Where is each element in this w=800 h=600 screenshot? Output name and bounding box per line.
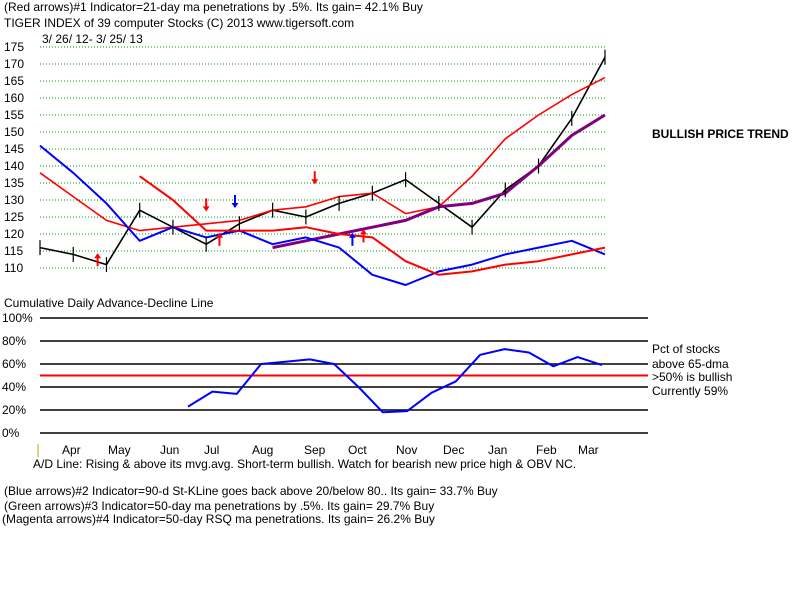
trend-label: BULLISH PRICE TREND	[652, 127, 789, 141]
blue-arrow-down	[231, 195, 239, 208]
price-y-tick: 125	[4, 210, 24, 224]
pct-y-ticks: 0% 20% 40% 60% 80% 100%	[2, 311, 33, 440]
price-y-tick: 140	[4, 159, 24, 173]
pct-note-1: Pct of stocks	[652, 342, 720, 356]
month-label: Sep	[304, 443, 326, 457]
pct-note-4: Currently 59%	[652, 384, 728, 398]
price-y-tick: 145	[4, 142, 24, 156]
red-arrow-down	[311, 171, 319, 185]
pct-above-65dma-line	[187, 348, 603, 414]
pct-gridlines	[40, 317, 648, 434]
pct-y-tick: 40%	[2, 380, 26, 394]
price-gridlines	[40, 46, 605, 269]
red-arrow-up	[359, 229, 367, 243]
month-label: Oct	[348, 443, 367, 457]
month-label: Dec	[443, 443, 464, 457]
pct-note-2: above 65-dma	[652, 357, 729, 371]
ma50-line	[272, 113, 606, 250]
month-label: Jun	[160, 443, 179, 457]
month-labels: Apr May Jun Jul Aug Sep Oct Nov Dec Jan Feb Mar	[62, 443, 599, 457]
price-y-ticks: 110 115 120 125 130 135 140 145 150 155 160 165 170 1…	[4, 40, 24, 275]
blue-arrow-up	[348, 232, 356, 246]
month-label: Apr	[62, 443, 81, 457]
pct-y-tick: 0%	[2, 426, 20, 440]
month-label: Nov	[396, 443, 417, 457]
chart-title: TIGER INDEX of 39 computer Stocks (C) 20…	[4, 16, 354, 30]
indicator1-text: (Red arrows)#1 Indicator=21-day ma penet…	[4, 0, 423, 14]
price-bars	[39, 49, 606, 273]
price-y-tick: 165	[4, 74, 24, 88]
pct-note-3: >50% is bullish	[652, 370, 732, 384]
pct-series	[187, 348, 603, 414]
month-label: Jan	[488, 443, 507, 457]
price-line	[39, 56, 606, 266]
price-y-tick: 175	[4, 40, 24, 54]
red-arrow-up	[94, 253, 102, 267]
price-y-tick: 130	[4, 193, 24, 207]
price-y-tick: 120	[4, 227, 24, 241]
ad-line	[39, 144, 606, 286]
pct-y-tick: 100%	[2, 311, 33, 325]
indicator4-text: (Magenta arrows)#4 Indicator=50-day RSQ …	[2, 512, 435, 526]
price-y-tick: 160	[4, 91, 24, 105]
month-label: Mar	[578, 443, 599, 457]
red-arrow-up	[215, 232, 223, 246]
red-arrow-down	[202, 198, 210, 212]
ad-chart-title: Cumulative Daily Advance-Decline Line	[4, 296, 214, 310]
ad-line-note: A/D Line: Rising & above its mvg.avg. Sh…	[33, 457, 576, 471]
price-y-tick: 170	[4, 57, 24, 71]
price-series	[39, 56, 606, 286]
month-label: Jul	[204, 443, 219, 457]
month-label: Feb	[536, 443, 557, 457]
ad-ma-line	[139, 175, 606, 276]
indicator2-text: (Blue arrows)#2 Indicator=90-d St-KLine …	[4, 484, 498, 498]
ma21-line	[39, 76, 606, 232]
signal-arrows	[94, 171, 367, 267]
date-range: 3/ 26/ 12- 3/ 25/ 13	[42, 32, 143, 46]
pct-y-tick: 20%	[2, 403, 26, 417]
price-y-tick: 110	[4, 261, 23, 275]
price-y-tick: 115	[4, 244, 23, 258]
indicator3-text: (Green arrows)#3 Indicator=50-day ma pen…	[4, 499, 434, 513]
price-y-tick: 155	[4, 108, 24, 122]
price-y-tick: 135	[4, 176, 24, 190]
pct-y-tick: 60%	[2, 357, 26, 371]
month-label: Aug	[252, 443, 273, 457]
pct-y-tick: 80%	[2, 334, 26, 348]
month-label: May	[108, 443, 131, 457]
price-y-tick: 150	[4, 125, 24, 139]
